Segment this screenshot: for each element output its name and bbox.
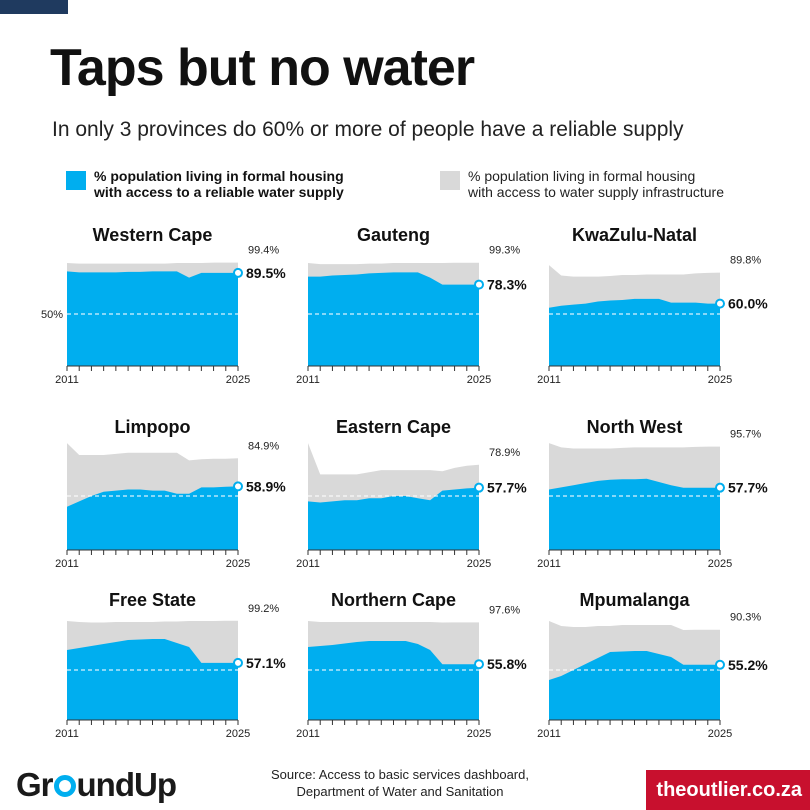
end-label-infrastructure-mpumalanga: 90.3%	[730, 612, 761, 624]
legend-item-reliable: % population living in formal housing wi…	[66, 168, 344, 200]
end-label-reliable-north-west: 57.7%	[728, 480, 768, 496]
end-label-reliable-northern-cape: 55.8%	[487, 656, 527, 672]
reliable-area-mpumalanga	[549, 651, 720, 720]
reliable-area-free-state	[67, 639, 238, 720]
end-label-reliable-free-state: 57.1%	[246, 655, 286, 671]
corner-accent-bar	[0, 0, 68, 14]
legend-swatch-infrastructure	[440, 171, 460, 190]
end-marker-reliable-eastern-cape	[474, 482, 484, 493]
panel-free-state: Free State 2011 2025 99.2% 57.1%	[55, 590, 286, 740]
end-marker-reliable-north-west	[715, 482, 725, 493]
legend-label-infrastructure: % population living in formal housing wi…	[468, 168, 724, 200]
x-tick-label-end-north-west: 2025	[708, 558, 732, 570]
panel-eastern-cape: Eastern Cape 2011 2025 78.9% 57.7%	[296, 417, 527, 570]
x-tick-label-end-kwazulu-natal: 2025	[708, 374, 732, 386]
x-tick-label-start-eastern-cape: 2011	[296, 558, 320, 570]
x-tick-label-end-limpopo: 2025	[226, 558, 250, 570]
theoutlier-brand-badge: theoutlier.co.za	[646, 770, 810, 810]
small-multiples-chart: Western Cape 50% 2011 2025 99.4% 89.5% Gauteng…	[41, 225, 768, 740]
x-tick-label-start-western-cape: 2011	[55, 374, 79, 386]
end-marker-reliable-free-state	[233, 657, 243, 668]
legend-swatch-reliable	[66, 171, 86, 190]
reliable-area-kwazulu-natal	[549, 298, 720, 366]
groundup-logo: Gr undUp	[16, 766, 177, 804]
reliable-area-limpopo	[67, 486, 238, 550]
panel-title-limpopo: Limpopo	[115, 417, 191, 437]
legend-label-reliable: % population living in formal housing wi…	[94, 168, 344, 200]
panel-title-eastern-cape: Eastern Cape	[336, 417, 451, 437]
end-label-reliable-eastern-cape: 57.7%	[487, 480, 527, 496]
x-tick-label-start-kwazulu-natal: 2011	[537, 374, 561, 386]
panel-limpopo: Limpopo 2011 2025 84.9% 58.9%	[55, 417, 286, 570]
end-label-infrastructure-limpopo: 84.9%	[248, 440, 279, 452]
end-label-infrastructure-north-west: 95.7%	[730, 429, 761, 441]
x-tick-label-start-limpopo: 2011	[55, 558, 79, 570]
end-label-infrastructure-western-cape: 99.4%	[248, 245, 279, 257]
x-tick-label-start-northern-cape: 2011	[296, 728, 320, 740]
x-tick-label-end-free-state: 2025	[226, 728, 250, 740]
groundup-logo-text-start: Gr	[16, 766, 54, 803]
end-label-reliable-mpumalanga: 55.2%	[728, 657, 768, 673]
panel-western-cape: Western Cape 50% 2011 2025 99.4% 89.5%	[41, 225, 286, 386]
panel-northern-cape: Northern Cape 2011 2025 97.6% 55.8%	[296, 590, 527, 740]
panel-title-western-cape: Western Cape	[93, 225, 213, 245]
legend-item-infrastructure: % population living in formal housing wi…	[440, 168, 724, 200]
end-marker-reliable-gauteng	[474, 279, 484, 290]
reliable-area-northern-cape	[308, 641, 479, 720]
x-tick-label-start-north-west: 2011	[537, 558, 561, 570]
panel-gauteng: Gauteng 2011 2025 99.3% 78.3%	[296, 225, 527, 386]
page-subtitle: In only 3 provinces do 60% or more of pe…	[52, 118, 684, 141]
panel-title-gauteng: Gauteng	[357, 225, 430, 245]
reliable-area-north-west	[549, 478, 720, 550]
panel-title-free-state: Free State	[109, 590, 196, 610]
page-title: Taps but no water	[50, 39, 475, 97]
end-label-reliable-limpopo: 58.9%	[246, 478, 286, 494]
end-label-infrastructure-free-state: 99.2%	[248, 603, 279, 615]
panel-title-northern-cape: Northern Cape	[331, 590, 456, 610]
end-label-infrastructure-northern-cape: 97.6%	[489, 604, 520, 616]
end-label-reliable-gauteng: 78.3%	[487, 277, 527, 293]
panel-north-west: North West 2011 2025 95.7% 57.7%	[537, 417, 768, 570]
x-tick-label-start-gauteng: 2011	[296, 374, 320, 386]
x-tick-label-start-mpumalanga: 2011	[537, 728, 561, 740]
source-note: Source: Access to basic services dashboa…	[271, 767, 529, 799]
end-label-infrastructure-gauteng: 99.3%	[489, 245, 520, 257]
panel-mpumalanga: Mpumalanga 2011 2025 90.3% 55.2%	[537, 590, 768, 740]
x-tick-label-end-gauteng: 2025	[467, 374, 491, 386]
end-label-infrastructure-eastern-cape: 78.9%	[489, 447, 520, 459]
end-marker-reliable-northern-cape	[474, 659, 484, 670]
end-marker-reliable-kwazulu-natal	[715, 298, 725, 309]
reference-label-western-cape: 50%	[41, 309, 63, 321]
panel-kwazulu-natal: KwaZulu-Natal 2011 2025 89.8% 60.0%	[537, 225, 768, 386]
x-tick-label-end-western-cape: 2025	[226, 374, 250, 386]
x-tick-label-start-free-state: 2011	[55, 728, 79, 740]
panel-title-north-west: North West	[587, 417, 683, 437]
end-marker-reliable-limpopo	[233, 481, 243, 492]
groundup-logo-text-end: undUp	[76, 766, 177, 803]
end-label-infrastructure-kwazulu-natal: 89.8%	[730, 255, 761, 267]
reliable-area-western-cape	[67, 271, 238, 366]
x-tick-label-end-mpumalanga: 2025	[708, 728, 732, 740]
x-tick-label-end-northern-cape: 2025	[467, 728, 491, 740]
reliable-area-eastern-cape	[308, 487, 479, 550]
end-marker-reliable-mpumalanga	[715, 659, 725, 670]
end-label-reliable-kwazulu-natal: 60.0%	[728, 296, 768, 312]
panel-title-mpumalanga: Mpumalanga	[579, 590, 690, 610]
panel-title-kwazulu-natal: KwaZulu-Natal	[572, 225, 697, 245]
end-marker-reliable-western-cape	[233, 267, 243, 278]
x-tick-label-end-eastern-cape: 2025	[467, 558, 491, 570]
groundup-logo-o-icon	[53, 775, 76, 797]
end-label-reliable-western-cape: 89.5%	[246, 265, 286, 281]
reliable-area-gauteng	[308, 272, 479, 366]
